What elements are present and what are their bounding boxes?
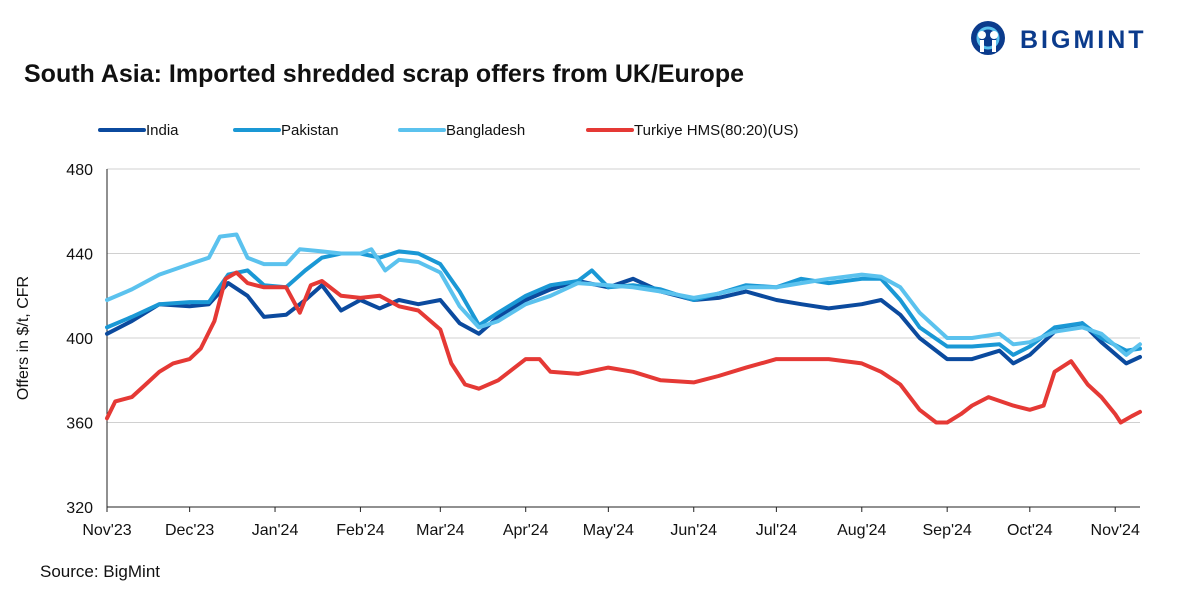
x-tick-label: Jan'24 [252,522,299,539]
chart-grid [107,168,1140,423]
x-tick-label: Oct'24 [1007,522,1053,539]
series-line-pakistan [105,249,1142,357]
legend-label: Pakistan [281,122,339,139]
y-tick-label: 320 [66,500,93,517]
legend-label: India [146,122,179,139]
x-tick-label: May'24 [583,522,634,539]
chart-legend: India Pakistan Bangladesh Turkiye HMS(80:20… [98,122,798,139]
series-line-bangladesh [105,232,1142,357]
y-tick-label: 400 [66,331,93,348]
series-line-turkiye-hms-80-20-us [105,270,1142,425]
x-tick-label: Feb'24 [336,522,385,539]
x-tick-label: Aug'24 [837,522,886,539]
legend-label: Bangladesh [446,122,525,139]
chart-title: South Asia: Imported shredded scrap offe… [24,60,745,88]
x-tick-label: Nov'23 [82,522,131,539]
legend-label: Turkiye HMS(80:20)(US) [634,122,798,139]
source-note: Source: BigMint [40,562,160,581]
chart-axes: 320 360 400 440 480 Nov'23 Dec'23 Jan'24 Feb'24 M… [66,162,1140,539]
x-tick-label: Jul'24 [756,522,797,539]
brand-logo: BIGMINT [968,18,1168,58]
y-tick-label: 440 [66,247,93,264]
x-tick-label: Nov'24 [1091,522,1140,539]
chart-series [105,232,1142,425]
x-tick-label: Jun'24 [670,522,717,539]
x-tick-label: Apr'24 [503,522,549,539]
y-tick-label: 360 [66,416,93,433]
y-axis-title: Offers in $/t, CFR [15,276,32,400]
brand-name: BIGMINT [1020,26,1147,54]
bigmint-logo-icon [971,21,1005,55]
x-tick-label: Dec'23 [165,522,214,539]
x-tick-label: Sep'24 [923,522,972,539]
x-tick-label: Mar'24 [416,522,465,539]
y-tick-label: 480 [66,162,93,179]
line-chart: India Pakistan Bangladesh Turkiye HMS(80:20… [15,122,1142,539]
series-line-india [105,276,1142,366]
